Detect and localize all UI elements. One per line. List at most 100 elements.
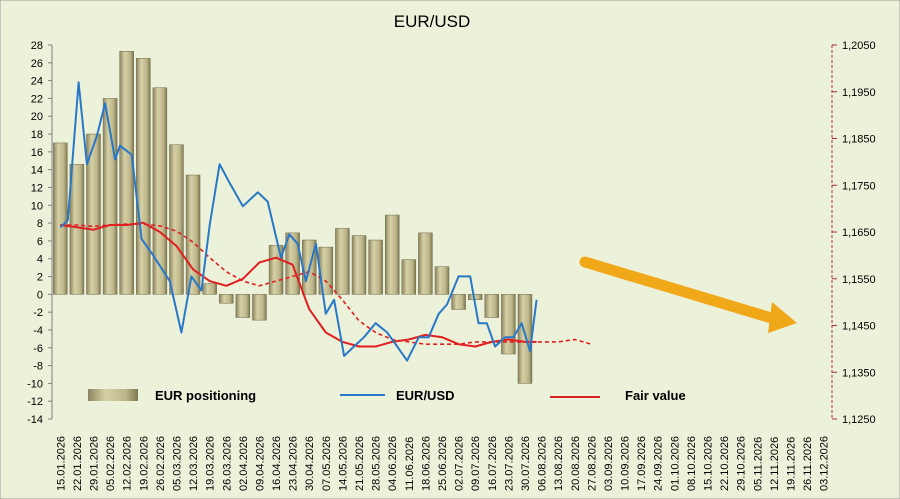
left-tick-label: 12: [31, 182, 43, 194]
legend: EUR positioning EUR/USD Fair value: [88, 388, 686, 403]
left-tick-label: -4: [33, 325, 43, 337]
x-tick-label: 26.11.2026: [802, 437, 814, 491]
left-tick-label: 4: [37, 254, 43, 266]
x-tick-label: 15.01.2026: [55, 436, 67, 491]
positioning-bar: [401, 259, 417, 295]
x-tick-label: 05.11.2026: [752, 437, 764, 491]
left-tick-label: 6: [37, 236, 43, 248]
x-tick-label: 19.11.2026: [786, 437, 798, 491]
x-tick-label: 27.08.2026: [586, 436, 598, 491]
legend-label-eur-positioning: EUR positioning: [155, 388, 256, 403]
x-tick-label: 26.02.2026: [155, 436, 167, 491]
x-tick-label: 29.10.2026: [736, 436, 748, 491]
trend-arrow: [579, 256, 797, 333]
right-tick-label: 1,1250: [842, 414, 876, 426]
x-tick-label: 26.03.2026: [221, 436, 233, 491]
positioning-bar: [451, 294, 466, 310]
left-tick-label: -12: [27, 396, 43, 408]
left-tick-label: 16: [31, 147, 43, 159]
positioning-bar: [384, 214, 400, 295]
x-tick-label: 22.10.2026: [719, 436, 731, 491]
x-tick-label: 09.04.2026: [254, 436, 266, 491]
positioning-bar: [119, 50, 134, 295]
left-tick-label: 8: [37, 218, 43, 230]
x-tick-label: 08.10.2026: [686, 436, 698, 491]
positioning-bar: [285, 232, 300, 295]
x-tick-label: 12.02.2026: [122, 436, 134, 491]
x-tick-label: 16.04.2026: [271, 436, 283, 491]
x-axis: 15.01.2026 22.01.2026 29.01.2026 05.02.2026…: [55, 436, 830, 491]
x-tick-label: 10.09.2026: [620, 436, 632, 491]
x-tick-label: 17.09.2026: [636, 436, 648, 491]
positioning-bar: [351, 235, 367, 295]
left-tick-label: 22: [31, 93, 43, 105]
x-tick-label: 18.06.2026: [420, 436, 432, 491]
x-tick-label: 14.05.2026: [337, 436, 349, 491]
positioning-bar: [335, 228, 350, 295]
left-tick-label: 24: [31, 76, 43, 88]
legend-label-eur-usd: EUR/USD: [396, 388, 455, 403]
positioning-bar: [252, 294, 267, 321]
positioning-bar: [418, 232, 433, 295]
left-tick-label: -6: [33, 343, 43, 355]
x-tick-label: 23.07.2026: [503, 436, 515, 491]
positioning-bar: [484, 294, 500, 318]
x-tick-label: 03.12.2026: [819, 436, 831, 491]
line-series: [59, 81, 592, 362]
x-tick-label: 05.03.2026: [171, 436, 183, 491]
x-tick-label: 06.08.2026: [537, 436, 549, 491]
x-tick-label: 19.02.2026: [138, 436, 150, 491]
x-tick-label: 05.02.2026: [105, 436, 117, 491]
x-tick-label: 09.07.2026: [470, 436, 482, 491]
left-tick-label: -14: [27, 414, 43, 426]
right-tick-label: 1,1650: [842, 227, 876, 239]
positioning-bar: [53, 142, 68, 295]
positioning-bar: [69, 164, 85, 295]
right-tick-label: 1,1950: [842, 87, 876, 99]
x-tick-label: 02.07.2026: [454, 436, 466, 491]
fair-value-dashed-line: [60, 223, 592, 346]
x-tick-label: 11.06.2026: [404, 437, 416, 491]
positioning-bar: [136, 58, 151, 295]
positioning-bar: [501, 294, 516, 355]
x-tick-label: 30.07.2026: [520, 436, 532, 491]
left-tick-label: 28: [31, 40, 43, 52]
left-tick-label: 0: [37, 289, 43, 301]
x-tick-label: 02.04.2026: [238, 436, 250, 491]
legend-swatch-eur-positioning: [88, 389, 138, 401]
eur-usd-line: [59, 81, 538, 362]
chart-title: EUR/USD: [394, 12, 471, 31]
left-tick-label: -8: [33, 361, 43, 373]
left-tick-label: 2: [37, 272, 43, 284]
positioning-bar: [185, 174, 201, 295]
left-y-axis: 2826242220181614121086420-2-4-6-8-10-12-…: [27, 40, 53, 426]
right-tick-label: 1,1850: [842, 134, 876, 146]
x-tick-label: 01.10.2026: [669, 436, 681, 491]
legend-label-fair-value: Fair value: [625, 388, 686, 403]
left-tick-label: 26: [31, 58, 43, 70]
positioning-bar: [152, 87, 168, 295]
x-tick-label: 07.05.2026: [321, 436, 333, 491]
left-tick-label: 10: [31, 200, 43, 212]
right-tick-label: 1,1350: [842, 367, 876, 379]
positioning-bar: [235, 294, 251, 318]
positioning-bar: [169, 144, 184, 295]
right-tick-label: 1,1750: [842, 180, 876, 192]
x-tick-label: 21.05.2026: [354, 436, 366, 491]
left-tick-label: 14: [31, 165, 43, 177]
positioning-bar: [86, 133, 101, 295]
right-tick-label: 1,1450: [842, 321, 876, 333]
positioning-bar: [434, 266, 450, 295]
x-tick-label: 23.04.2026: [288, 436, 300, 491]
x-tick-label: 12.11.2026: [769, 437, 781, 491]
x-tick-label: 29.01.2026: [88, 436, 100, 491]
x-tick-label: 30.04.2026: [304, 436, 316, 491]
positioning-bar: [219, 294, 234, 304]
x-tick-label: 13.08.2026: [553, 436, 565, 491]
x-tick-label: 20.08.2026: [570, 436, 582, 491]
positioning-bar: [202, 283, 217, 295]
left-tick-label: -2: [33, 307, 43, 319]
x-tick-label: 16.07.2026: [487, 436, 499, 491]
